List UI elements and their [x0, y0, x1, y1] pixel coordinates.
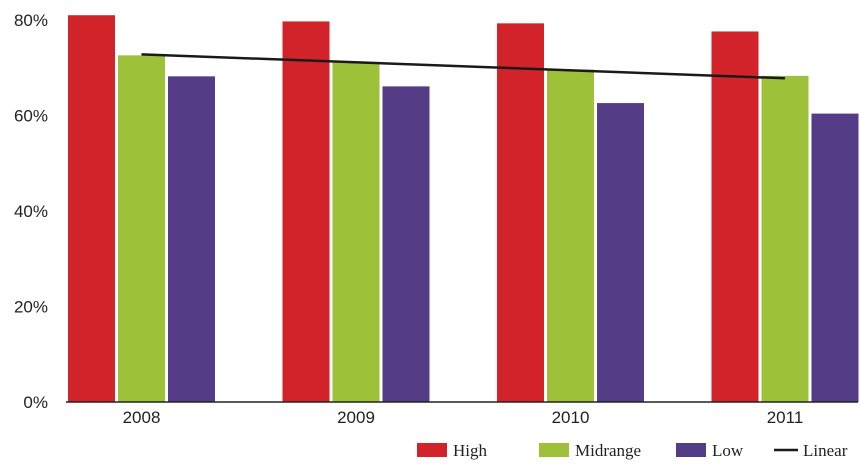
trendline-linear	[141, 53, 786, 80]
legend-swatch-midrange	[539, 443, 569, 457]
y-tick-label: 80%	[14, 11, 48, 30]
y-tick-label: 40%	[14, 202, 48, 221]
bars	[68, 15, 859, 403]
legend-swatch-low	[676, 443, 706, 457]
x-tick-label: 2010	[552, 408, 590, 427]
x-axis-labels: 2008 2009 2010 2011	[123, 408, 804, 427]
x-tick-label: 2011	[767, 408, 804, 427]
y-axis-labels: 0% 20% 40% 60% 80%	[14, 11, 48, 412]
bar-high-2009	[282, 21, 330, 403]
bar-low-2011	[811, 113, 859, 402]
legend-label-low: Low	[712, 441, 744, 460]
x-tick-label: 2008	[123, 408, 161, 427]
x-tick-label: 2009	[337, 408, 375, 427]
y-tick-label: 0%	[23, 393, 48, 412]
bar-low-2008	[168, 76, 215, 402]
legend-label-linear: Linear	[803, 441, 848, 460]
bar-high-2011	[711, 31, 759, 403]
bar-midrange-2008	[118, 55, 165, 403]
legend-swatch-high	[417, 443, 447, 457]
legend-label-midrange: Midrange	[575, 441, 641, 460]
bar-high-2010	[497, 23, 544, 403]
y-tick-label: 60%	[14, 107, 48, 126]
legend-label-high: High	[453, 441, 488, 460]
bar-midrange-2011	[761, 75, 809, 403]
bar-high-2008	[68, 15, 115, 402]
trendline-layer	[141, 53, 786, 80]
bar-low-2009	[382, 86, 430, 402]
bar-midrange-2010	[547, 69, 594, 402]
bar-midrange-2009	[332, 62, 380, 403]
legend: High Midrange Low Linear	[417, 441, 848, 460]
bar-low-2010	[597, 103, 644, 403]
y-tick-label: 20%	[14, 298, 48, 317]
